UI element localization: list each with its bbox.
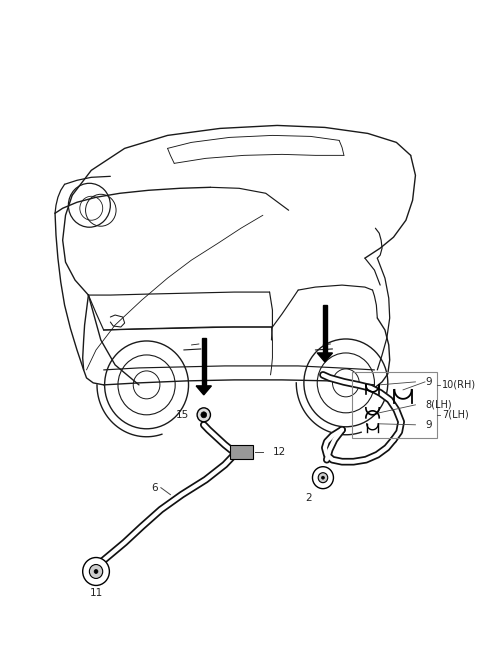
Polygon shape (317, 353, 333, 362)
Circle shape (322, 476, 324, 479)
Circle shape (83, 557, 109, 586)
FancyBboxPatch shape (230, 445, 253, 458)
Text: 11: 11 (89, 588, 103, 599)
Circle shape (89, 565, 103, 578)
Circle shape (318, 473, 328, 483)
Polygon shape (323, 305, 327, 354)
Polygon shape (202, 338, 206, 387)
Circle shape (94, 569, 98, 574)
Text: 10(RH): 10(RH) (442, 380, 476, 390)
Circle shape (312, 467, 334, 489)
Text: 9: 9 (425, 377, 432, 387)
Circle shape (197, 408, 210, 422)
Text: 2: 2 (305, 493, 312, 502)
Text: 12: 12 (273, 447, 286, 457)
Text: 6: 6 (151, 483, 158, 493)
Text: 7(LH): 7(LH) (442, 410, 469, 420)
Text: 8(LH): 8(LH) (425, 400, 452, 410)
Bar (351, 372, 437, 438)
Text: 15: 15 (176, 410, 190, 420)
Text: 9: 9 (425, 420, 432, 430)
Polygon shape (196, 386, 211, 395)
Circle shape (201, 412, 207, 418)
